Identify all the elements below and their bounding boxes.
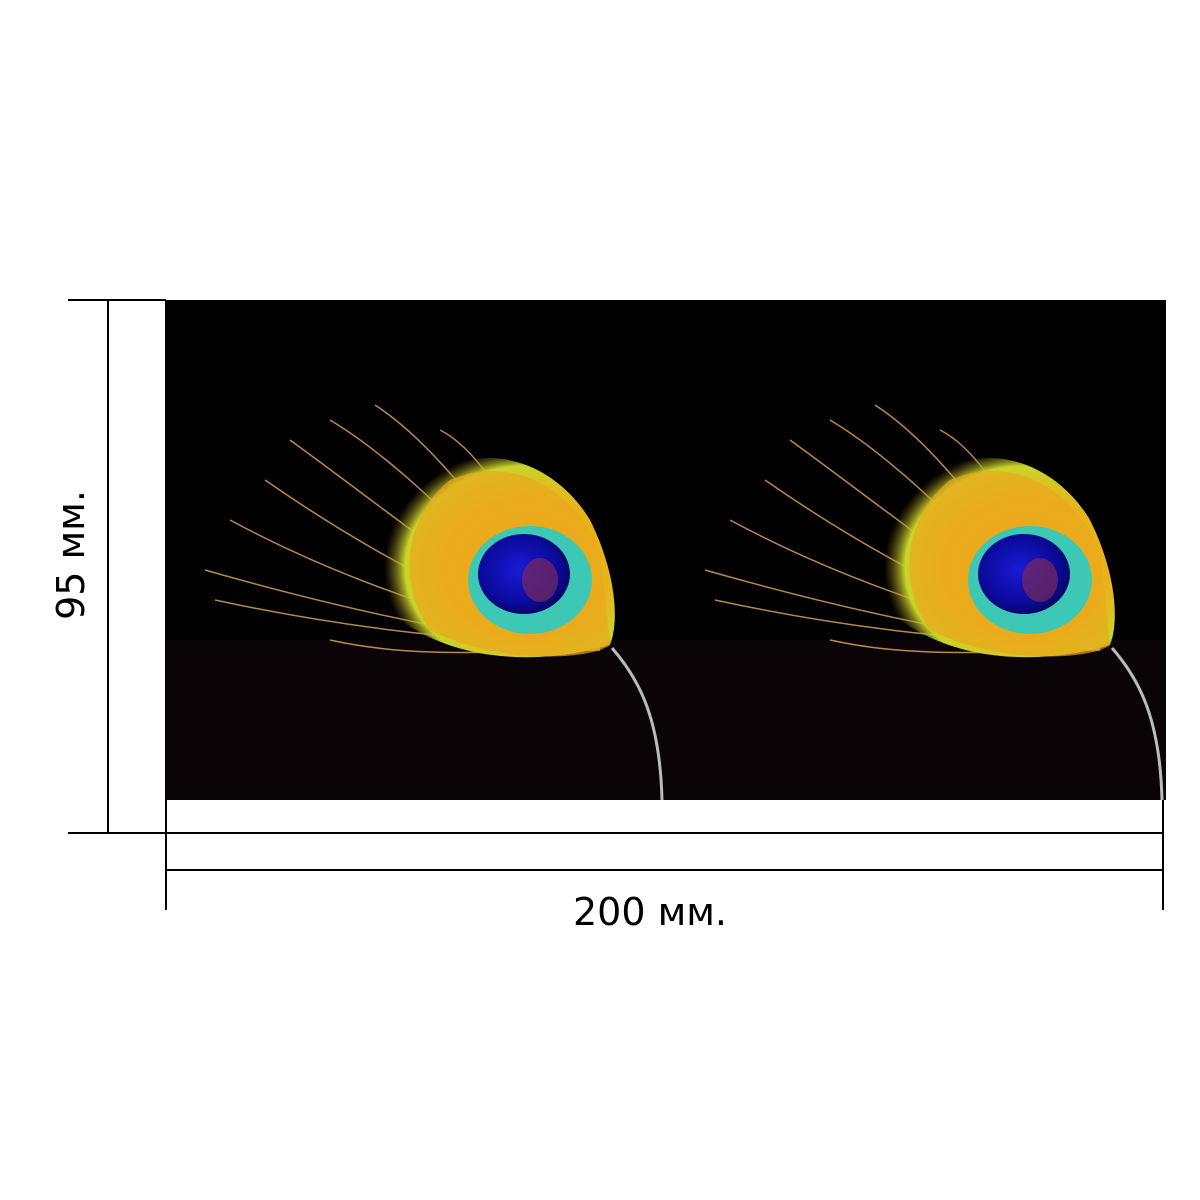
width-label: 200 мм. (573, 890, 727, 934)
height-label: 95 мм. (49, 490, 93, 620)
width-dimension: 200 мм. (165, 800, 1164, 934)
shadow (166, 640, 666, 800)
shadow (666, 640, 1166, 800)
height-dimension: 95 мм. (49, 299, 167, 834)
